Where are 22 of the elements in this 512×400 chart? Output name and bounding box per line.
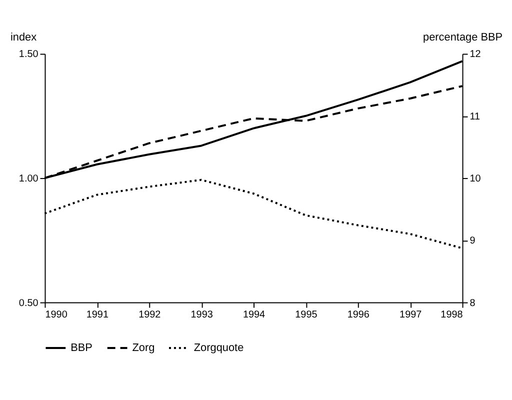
x-tick-label: 1997 [400,310,422,321]
y2-tick-label: 9 [470,236,476,247]
x-tick-label: 1993 [190,310,214,321]
y2-tick-label: 10 [470,174,482,185]
y2-tick-label: 11 [470,111,481,122]
x-tick-label: 1992 [138,310,162,321]
x-tick-label: 1995 [295,310,318,321]
x-tick-label: 1991 [86,310,109,321]
y-axis-title: index [10,31,38,44]
y-tick-label: 1.00 [18,174,39,185]
x-tick-label: 1998 [440,310,464,321]
legend-label: Zorg [132,342,155,354]
x-tick-label: 1994 [242,310,266,321]
legend-label: Zorgquote [194,342,244,354]
legend-label: BBP [70,342,92,354]
y2-tick-label: 12 [470,49,482,60]
y-tick-label: 0.50 [18,298,39,309]
y2-axis-title: percentage BBP [423,31,503,44]
x-tick-label: 1990 [45,310,68,321]
y2-tick-label: 8 [470,298,476,309]
x-tick-label: 1996 [347,310,370,321]
y-tick-label: 1.50 [18,49,39,60]
